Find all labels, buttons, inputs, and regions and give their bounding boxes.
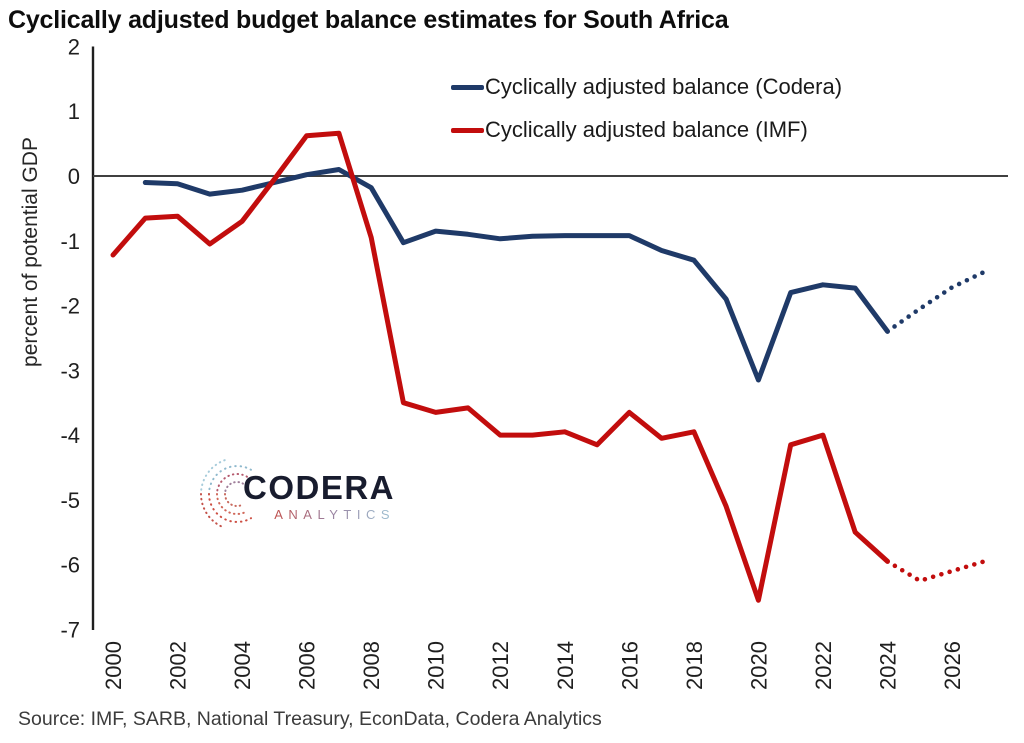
y-tick-label: -4 [60, 423, 80, 448]
x-tick-label: 2006 [295, 641, 320, 690]
x-tick-label: 2020 [746, 641, 771, 690]
y-tick-label: -6 [60, 553, 80, 578]
x-tick-label: 2004 [230, 641, 255, 690]
x-tick-label: 2014 [553, 641, 578, 690]
x-tick-label: 2018 [682, 641, 707, 690]
legend-line-swatch-codera [451, 84, 484, 90]
y-tick-label: 0 [68, 164, 80, 189]
logo-wordmark: CODERA [243, 469, 396, 506]
source-note: Source: IMF, SARB, National Treasury, Ec… [18, 708, 602, 730]
legend-label-codera: Cyclically adjusted balance (Codera) [485, 74, 843, 99]
x-tick-label: 2008 [359, 641, 384, 690]
series-line-imf [110, 130, 890, 603]
x-tick-label: 2022 [811, 641, 836, 690]
legend-item-codera: Cyclically adjusted balance (Codera) [451, 74, 842, 100]
logo-subtitle: ANALYTICS [274, 507, 396, 522]
y-tick-label: 1 [68, 99, 80, 124]
logo-text-column: CODERA ANALYTICS [243, 453, 395, 521]
legend-label-imf: Cyclically adjusted balance (IMF) [485, 117, 808, 142]
x-tick-label: 2026 [940, 641, 965, 690]
x-tick-label: 2024 [875, 641, 900, 690]
legend-line-swatch-imf [451, 127, 484, 133]
x-tick-label: 2000 [101, 641, 126, 690]
y-tick-label: -7 [60, 617, 80, 642]
legend: Cyclically adjusted balance (Codera) Cyc… [451, 74, 842, 143]
y-tick-label: -2 [60, 294, 80, 319]
x-tick-label: 2002 [166, 641, 191, 690]
x-tick-label: 2010 [424, 641, 449, 690]
series-line-projection-imf [885, 559, 987, 584]
codera-logo-mark-icon [200, 459, 252, 529]
x-tick-label: 2012 [488, 641, 513, 690]
chart-title: Cyclically adjusted budget balance estim… [8, 6, 729, 34]
y-tick-label: -1 [60, 229, 80, 254]
y-tick-label: -5 [60, 488, 80, 513]
y-tick-label: -3 [60, 358, 80, 383]
y-tick-label: 2 [68, 34, 80, 59]
legend-item-imf: Cyclically adjusted balance (IMF) [451, 117, 842, 143]
codera-analytics-logo: CODERA ANALYTICS [193, 453, 395, 535]
series-line-projection-codera [885, 269, 987, 334]
x-tick-label: 2016 [617, 641, 642, 690]
